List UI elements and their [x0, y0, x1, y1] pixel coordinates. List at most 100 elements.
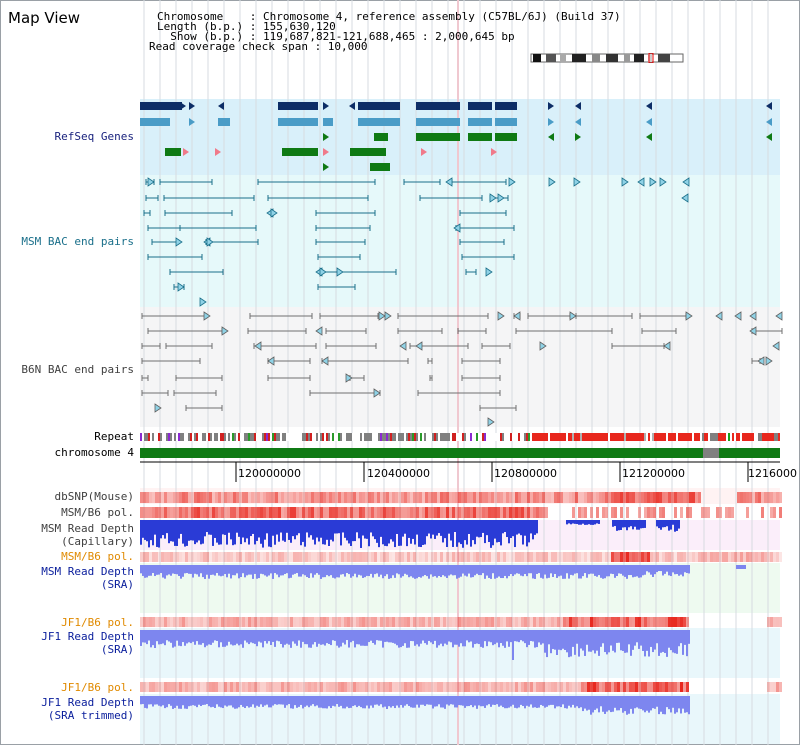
coverage-span-info-line: Read coverage check span : 10,000 [149, 40, 368, 53]
depth-bar [588, 696, 590, 710]
depth-bar [532, 565, 534, 579]
heat-cell [332, 552, 335, 562]
depth-bar [522, 630, 524, 642]
track-label-dbsnp[interactable]: dbSNP(Mouse) [54, 490, 134, 503]
show-range-info-line: Show (b.p.) : 119,687,821-121,688,465 : … [157, 30, 515, 43]
track-label-msm-depth-capillary[interactable]: MSM Read Depth [41, 522, 134, 535]
depth-bar [562, 630, 564, 649]
heat-cell [464, 492, 467, 503]
heat-cell [512, 507, 515, 518]
depth-bar [686, 565, 688, 573]
heat-cell [164, 492, 167, 503]
depth-bar [228, 630, 230, 642]
heat-cell [446, 552, 449, 562]
track-label-jf1-b6-pol-2[interactable]: JF1/B6 pol. [61, 681, 134, 694]
depth-bar [522, 520, 524, 545]
heat-cell [242, 682, 245, 692]
heat-cell [314, 507, 317, 518]
depth-bar [514, 630, 516, 642]
gene-feature [323, 118, 333, 126]
heat-cell [455, 507, 458, 518]
repeat-segment [684, 433, 686, 441]
depth-bar [288, 696, 290, 705]
repeat-segment [658, 433, 660, 441]
depth-bar [280, 696, 282, 705]
track-label-msm-b6-pol-2[interactable]: MSM/B6 pol. [61, 550, 134, 563]
depth-bar [616, 520, 618, 531]
depth-bar [660, 565, 662, 572]
heat-cell [419, 682, 422, 692]
depth-bar [288, 565, 290, 579]
depth-bar [216, 696, 218, 705]
depth-bar [214, 696, 216, 708]
heat-cell [650, 507, 653, 518]
track-label-b6n-bac[interactable]: B6N BAC end pairs [21, 363, 134, 376]
heat-cell [410, 507, 413, 518]
heat-cell [224, 617, 227, 627]
repeat-segment [380, 433, 382, 441]
heat-cell [224, 507, 227, 518]
depth-bar [172, 630, 174, 648]
heat-cell [395, 492, 398, 503]
heat-cell [674, 492, 677, 503]
track-label-msm-bac[interactable]: MSM BAC end pairs [21, 235, 134, 248]
depth-bar [294, 520, 296, 540]
heat-cell [563, 682, 566, 692]
heat-cell [506, 617, 509, 627]
track-label-jf1-depth-sra[interactable]: JF1 Read Depth [41, 630, 134, 643]
depth-bar [258, 565, 260, 579]
heat-cell [182, 507, 185, 518]
heat-cell [533, 552, 536, 562]
depth-bar [340, 520, 342, 546]
depth-bar [372, 696, 374, 708]
heat-cell [236, 552, 239, 562]
depth-bar [396, 630, 398, 646]
track-label-msm-b6-pol-1[interactable]: MSM/B6 pol. [61, 506, 134, 519]
depth-bar [520, 565, 522, 576]
depth-bar [626, 520, 628, 531]
heat-cell [422, 682, 425, 692]
repeat-segment [356, 433, 358, 441]
heat-cell [509, 617, 512, 627]
heat-cell [233, 552, 236, 562]
depth-bar [658, 630, 660, 656]
heat-cell [299, 492, 302, 503]
depth-bar [262, 630, 264, 648]
heat-cell [161, 507, 164, 518]
heat-cell [539, 552, 542, 562]
heat-cell [455, 617, 458, 627]
depth-bar [158, 630, 160, 645]
heat-cell [419, 552, 422, 562]
track-label-repeat[interactable]: Repeat [94, 430, 134, 443]
track-label-refseq[interactable]: RefSeq Genes [54, 130, 134, 143]
depth-bar [672, 696, 674, 708]
repeat-segment [260, 433, 262, 441]
heat-cell [389, 552, 392, 562]
heat-cell [431, 617, 434, 627]
heat-cell [317, 492, 320, 503]
chromosome-ideogram[interactable] [530, 53, 684, 63]
depth-bar [480, 520, 482, 538]
heat-cell [380, 552, 383, 562]
depth-bar [368, 565, 370, 577]
gene-arrow [349, 102, 355, 110]
repeat-segment [422, 433, 424, 441]
heat-cell [143, 492, 146, 503]
heat-cell [176, 552, 179, 562]
track-label-jf1-b6-pol-1[interactable]: JF1/B6 pol. [61, 616, 134, 629]
depth-bar [444, 696, 446, 709]
track-label-jf1-depth-trimmed[interactable]: JF1 Read Depth [41, 696, 134, 709]
heat-cell [611, 492, 614, 503]
heat-cell [557, 492, 560, 503]
heat-cell [620, 552, 623, 562]
heat-cell [749, 492, 752, 503]
heat-cell [557, 617, 560, 627]
depth-bar [688, 630, 690, 644]
depth-bar [246, 696, 248, 707]
heat-cell [356, 617, 359, 627]
depth-bar [636, 565, 638, 577]
repeat-segment [206, 433, 208, 441]
heat-cell [164, 507, 167, 518]
track-label-msm-depth-sra[interactable]: MSM Read Depth [41, 565, 134, 578]
